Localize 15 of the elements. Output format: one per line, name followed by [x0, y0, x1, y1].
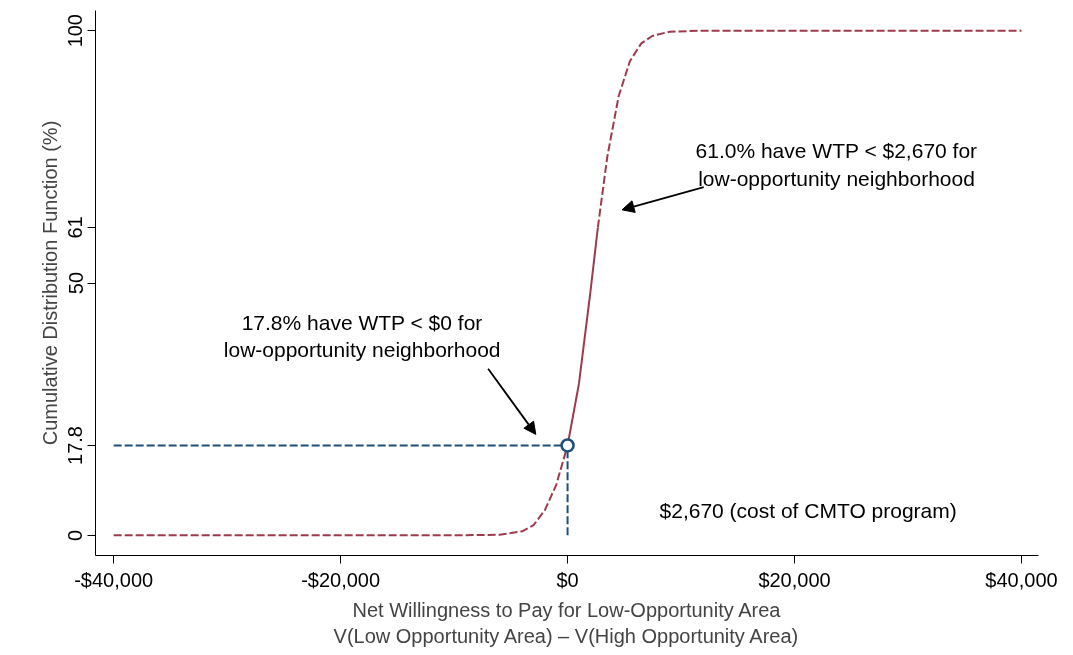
y-tick-label: 61 [64, 216, 87, 239]
x-tick-label: $0 [556, 568, 579, 591]
x-tick-label: $20,000 [758, 568, 831, 591]
annotation: 17.8% have WTP < $0 for low-opportunity neighborhood [223, 310, 501, 362]
x-tick-label: $40,000 [985, 568, 1058, 591]
y-tick-label: 100 [64, 13, 87, 48]
x-tick-label: -$40,000 [74, 568, 154, 591]
x-tick-label: -$20,000 [301, 568, 381, 591]
annotation: 61.0% have WTP < $2,670 for low-opportunity neighborhood [695, 139, 978, 190]
annotation: $2,670 (cost of CMTO program) [659, 498, 957, 522]
y-tick-label: 0 [64, 529, 87, 541]
x-axis-title: Net Willingness to Pay for Low-Opportunity Area V(Low Opportunity Area) – V(High Opportunity Area) [333, 598, 799, 647]
y-tick-label: 17.8 [64, 426, 87, 465]
y-axis-title: Cumulative Distribution Function (%) [38, 120, 61, 446]
y-tick-label: 50 [64, 271, 87, 295]
